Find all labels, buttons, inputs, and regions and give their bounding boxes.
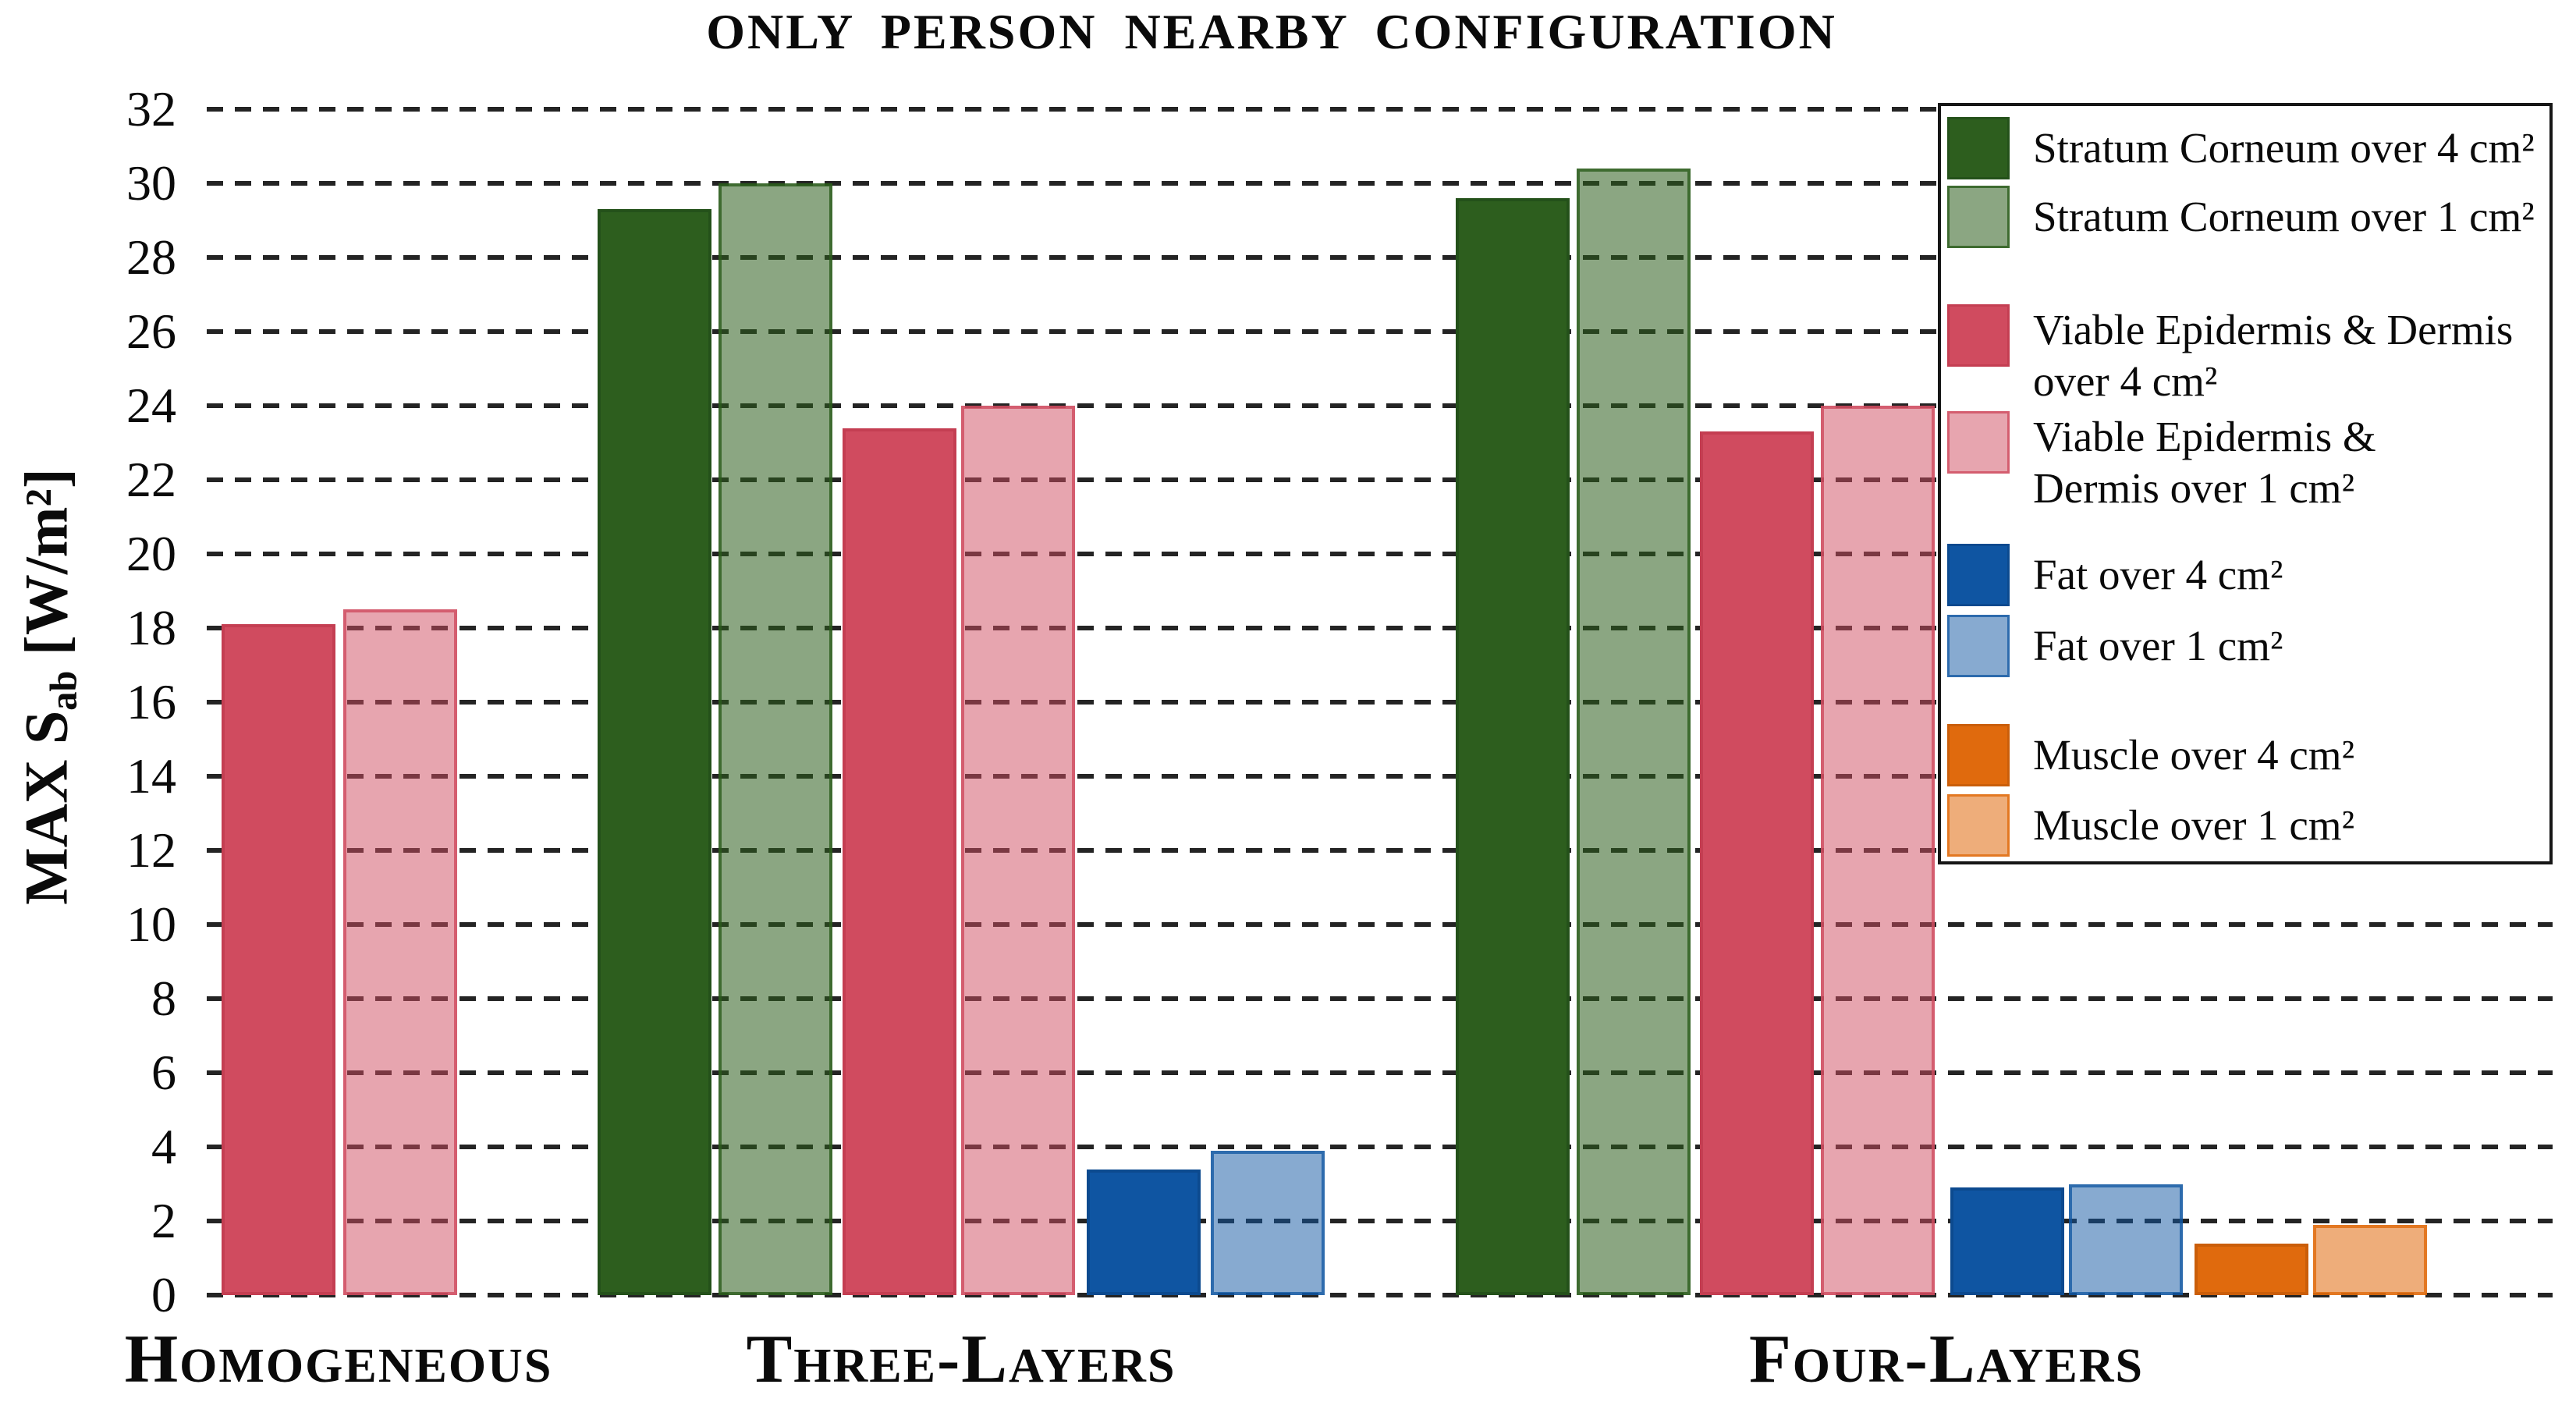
plot-area (207, 107, 2553, 1297)
legend-label: Muscle over 1 cm² (2033, 794, 2354, 857)
bar-three-layers-series-2 (843, 428, 956, 1295)
y-tick-label-12: 12 (126, 822, 176, 878)
legend-label: Fat over 4 cm² (2033, 544, 2283, 606)
legend-label-line: Viable Epidermis & (2033, 413, 2376, 460)
legend-swatch-icon (1947, 117, 2010, 179)
legend-label: Stratum Corneum over 1 cm² (2033, 186, 2535, 248)
bar-three-layers-series-4 (1087, 1169, 1201, 1295)
legend-label: Muscle over 4 cm² (2033, 724, 2354, 786)
legend-row-2: Viable Epidermis & Dermis over 4 cm² (1947, 304, 2549, 407)
gridline-y-10 (207, 922, 2553, 927)
legend-label-line: Muscle over 4 cm² (2033, 731, 2355, 779)
y-tick-label-14: 14 (126, 748, 176, 804)
gridline-y-26 (207, 329, 2553, 334)
y-axis-tick-labels: 0 2 4 6 8 10 12 14 16 18 20 22 24 26 28 30 32 (0, 84, 189, 1320)
legend-label-line: Dermis over 1 cm² (2033, 464, 2355, 512)
legend-label-line: Stratum Corneum over 1 cm² (2033, 193, 2535, 240)
legend-label: Fat over 1 cm² (2033, 615, 2283, 677)
legend-swatch-icon (1947, 724, 2010, 786)
legend-swatch-icon (1947, 615, 2010, 677)
gridline-y-30 (207, 181, 2553, 186)
chart-title: ONLY PERSON NEARBY CONFIGURATION (706, 4, 1837, 59)
bar-four-layers-series-7 (2313, 1224, 2427, 1295)
bar-three-layers-series-1 (719, 183, 832, 1295)
y-tick-label-20: 20 (126, 526, 176, 581)
legend-swatch-icon (1947, 304, 2010, 367)
legend-label: Viable Epidermis & Dermis over 1 cm² (2033, 411, 2376, 514)
gridline-y-32 (207, 107, 2553, 112)
legend-swatch-icon (1947, 544, 2010, 606)
gridline-y-4 (207, 1145, 2553, 1149)
gridline-y-18 (207, 626, 2553, 630)
category-label-three-layers: Three-Layers (746, 1322, 1176, 1397)
y-tick-label-16: 16 (126, 674, 176, 729)
gridline-y-24 (207, 403, 2553, 408)
bar-homogeneous-series-2 (222, 624, 335, 1295)
bar-four-layers-series-2 (1700, 431, 1814, 1295)
legend-swatch-icon (1947, 186, 2010, 248)
bar-four-layers-series-0 (1456, 198, 1570, 1295)
bar-three-layers-series-0 (598, 209, 711, 1295)
y-tick-label-4: 4 (151, 1119, 176, 1174)
gridline-y-16 (207, 700, 2553, 705)
legend-label: Stratum Corneum over 4 cm² (2033, 117, 2535, 179)
legend-row-4: Fat over 4 cm² (1947, 544, 2549, 606)
gridline-y-0 (207, 1293, 2553, 1297)
y-tick-label-10: 10 (126, 896, 176, 952)
bar-three-layers-series-3 (961, 406, 1075, 1295)
y-tick-label-6: 6 (151, 1045, 176, 1100)
category-label-homogeneous: Homogeneous (124, 1322, 553, 1397)
gridline-y-20 (207, 552, 2553, 556)
legend-swatch-icon (1947, 794, 2010, 857)
legend-row-3: Viable Epidermis & Dermis over 1 cm² (1947, 411, 2549, 514)
gridline-y-12 (207, 848, 2553, 853)
category-label-four-layers: Four-Layers (1749, 1322, 2144, 1397)
y-tick-label-22: 22 (126, 452, 176, 507)
legend-label-line: Fat over 4 cm² (2033, 551, 2283, 598)
y-tick-label-2: 2 (151, 1193, 176, 1248)
x-axis-category-labels: Homogeneous Three-Layers Four-Layers (0, 1320, 2576, 1398)
gridline-y-22 (207, 477, 2553, 482)
gridline-y-8 (207, 996, 2553, 1001)
gridline-y-28 (207, 255, 2553, 260)
y-tick-label-8: 8 (151, 971, 176, 1026)
legend-row-0: Stratum Corneum over 4 cm² (1947, 117, 2549, 179)
legend-row-6: Muscle over 4 cm² (1947, 724, 2549, 786)
legend-label-line: over 4 cm² (2033, 357, 2218, 405)
legend-row-1: Stratum Corneum over 1 cm² (1947, 186, 2549, 248)
gridline-y-2 (207, 1219, 2553, 1223)
bar-four-layers-series-5 (2069, 1184, 2183, 1295)
legend-label-line: Stratum Corneum over 4 cm² (2033, 124, 2535, 172)
bar-four-layers-series-4 (1950, 1187, 2064, 1295)
bar-three-layers-series-5 (1211, 1150, 1325, 1295)
legend-swatch-icon (1947, 411, 2010, 474)
y-tick-label-28: 28 (126, 229, 176, 285)
y-tick-label-18: 18 (126, 600, 176, 655)
legend-label-line: Muscle over 1 cm² (2033, 801, 2355, 849)
y-tick-label-32: 32 (126, 81, 176, 137)
bar-four-layers-series-6 (2195, 1243, 2308, 1295)
y-tick-label-26: 26 (126, 303, 176, 359)
legend-row-7: Muscle over 1 cm² (1947, 794, 2549, 857)
gridline-y-14 (207, 774, 2553, 779)
legend-label-line: Viable Epidermis & Dermis (2033, 306, 2514, 353)
gridline-y-6 (207, 1070, 2553, 1075)
bar-four-layers-series-3 (1821, 406, 1935, 1295)
y-tick-label-0: 0 (151, 1267, 176, 1322)
legend-label-line: Fat over 1 cm² (2033, 622, 2283, 669)
legend: Stratum Corneum over 4 cm² Stratum Corneu… (1938, 103, 2553, 864)
bar-homogeneous-series-3 (343, 609, 457, 1295)
bar-four-layers-series-1 (1577, 169, 1691, 1295)
legend-label: Viable Epidermis & Dermis over 4 cm² (2033, 304, 2513, 407)
y-tick-label-24: 24 (126, 378, 176, 433)
legend-row-5: Fat over 1 cm² (1947, 615, 2549, 677)
y-tick-label-30: 30 (126, 155, 176, 211)
